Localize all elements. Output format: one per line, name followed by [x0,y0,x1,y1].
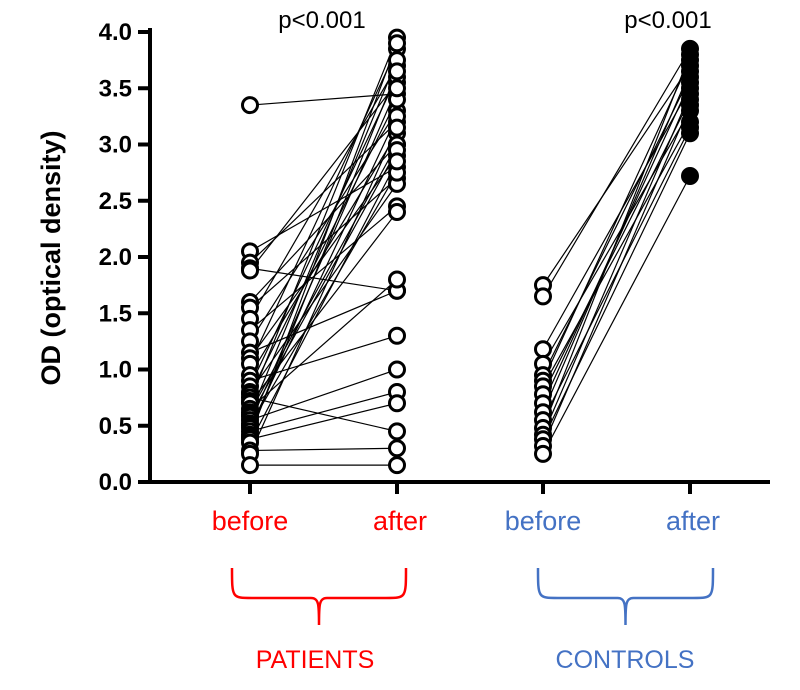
pair-line [249,76,398,387]
group-label: CONTROLS [556,646,695,674]
p-value-label: p<0.001 [278,7,365,34]
group-label: PATIENTS [256,646,375,674]
after-point [388,152,406,171]
pair-line [542,104,691,447]
after-point [681,124,699,143]
after-point [388,203,406,221]
pair-line [542,175,691,455]
after-point [388,326,406,345]
pair-line [249,71,398,435]
pair-line [249,37,398,402]
pair-line [249,183,398,393]
after-point [681,62,699,81]
y-tick-label: 0.0 [99,469,132,496]
y-tick-label: 1.5 [99,300,132,327]
group-labels: p<0.001 before after PATIENTS p<0.001 before a… [212,7,720,674]
after-point [388,394,406,413]
pair-line [249,402,398,440]
y-tick-label: 4.0 [99,19,132,46]
x-category-after: after [666,506,720,536]
pair-line [249,88,398,424]
before-point [241,96,259,115]
after-point [388,79,406,98]
y-axis-label: OD (optical density) [36,130,66,385]
pair-line [249,99,398,395]
before-point [241,261,259,280]
pair-line [542,48,691,297]
after-point [681,96,699,115]
after-point [388,456,406,475]
group-brace [230,567,408,626]
after-point [388,360,406,379]
before-point [534,287,552,306]
pair-line [249,172,398,427]
group-brace [536,567,715,626]
pair-line [542,59,691,382]
before-point [534,340,552,359]
pair-line [249,368,398,421]
pair-line [542,65,691,286]
y-tick-label: 0.5 [99,413,132,440]
pair-line [249,93,398,106]
after-point [388,34,406,53]
pair-line [542,93,691,435]
after-point [388,62,406,81]
pair-line [249,82,398,271]
pair-line [249,127,398,455]
pair-line [249,48,398,365]
pair-line [249,116,398,429]
pair-line [542,87,691,350]
x-category-before: before [212,506,289,536]
data-points [241,28,699,475]
pair-line [542,132,691,440]
after-point [388,270,406,289]
pair-line [249,59,398,415]
pair-line [542,121,691,387]
pair-line [249,205,398,331]
after-point [388,422,406,441]
pair-line [542,99,691,395]
pair-line [249,391,398,432]
pair-line [249,447,398,452]
before-point [534,444,552,463]
after-point [388,439,406,458]
p-value-label: p<0.001 [624,7,711,34]
pair-line [542,110,691,365]
after-point [681,167,699,185]
x-category-after: after [373,506,427,536]
y-tick-label: 2.0 [99,244,132,271]
pair-line [249,177,398,309]
y-tick-label: 2.5 [99,188,132,215]
pair-line [249,279,398,410]
pair-line [542,54,691,429]
y-axis: 0.0 0.5 1.0 1.5 2.0 2.5 3.0 3.5 4.0 [99,19,770,496]
after-point [681,45,699,64]
pair-line [249,161,398,443]
after-point [388,118,406,137]
before-point [241,456,259,475]
x-category-before: before [505,506,582,536]
pair-line [542,127,691,421]
pair-line [249,397,398,432]
y-tick-label: 3.0 [99,132,132,159]
y-tick-label: 1.0 [99,357,132,384]
y-tick-label: 3.5 [99,75,132,102]
pair-lines [249,37,691,466]
pair-line [249,43,398,438]
